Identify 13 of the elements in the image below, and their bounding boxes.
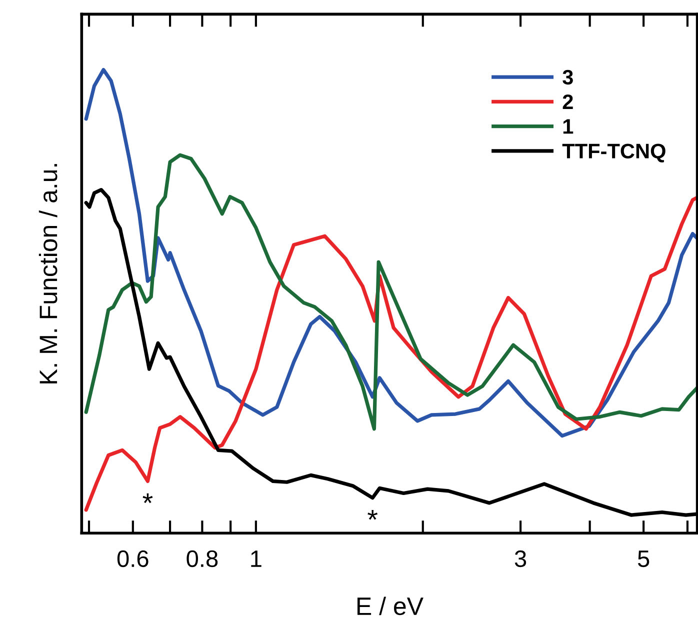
x-tick-label: 5: [638, 550, 650, 568]
annotation: *: [142, 493, 153, 504]
x-axis-title: E / eV: [357, 596, 424, 616]
y-axis-title: K. M. Function / a.u.: [38, 164, 58, 384]
legend-label: 1: [563, 119, 574, 134]
legend-label: 3: [562, 70, 573, 85]
annotation: *: [368, 510, 378, 520]
legend-label: 2: [562, 94, 573, 109]
legend-label: TTF-TCNQ: [562, 144, 666, 162]
x-tick-label: 3: [514, 550, 526, 568]
x-tick-label: 0.6: [117, 550, 148, 568]
x-tick-label: 1: [251, 550, 262, 567]
x-tick-label: 0.8: [186, 550, 218, 568]
